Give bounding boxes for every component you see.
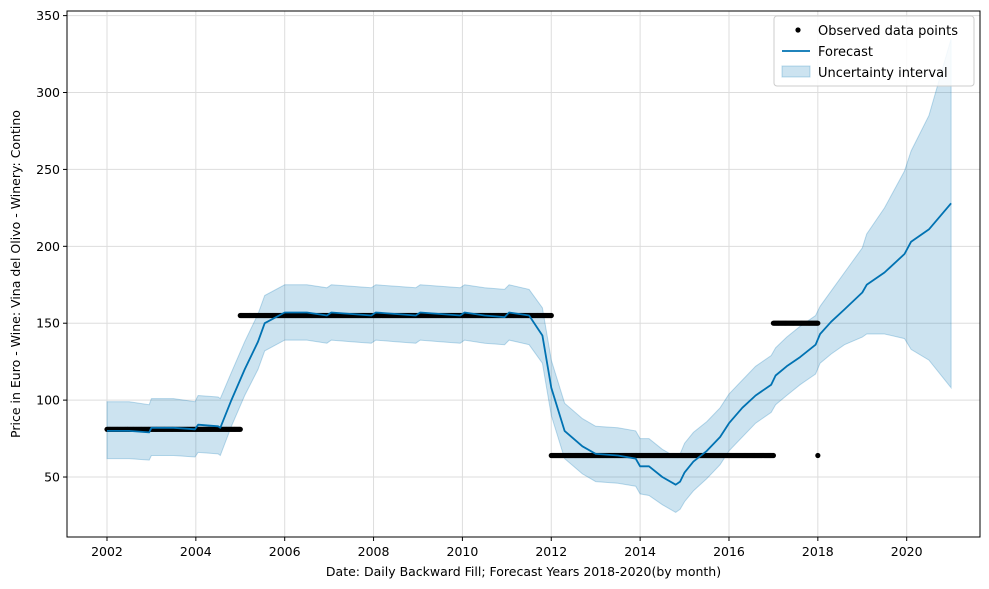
observed-point xyxy=(237,426,243,432)
observed-point xyxy=(815,320,821,326)
x-tick-label: 2006 xyxy=(269,544,301,559)
y-tick-label: 300 xyxy=(36,85,60,100)
legend-observed-marker xyxy=(795,27,801,33)
x-tick-label: 2010 xyxy=(447,544,479,559)
x-tick-label: 2008 xyxy=(358,544,390,559)
legend-band-marker xyxy=(781,65,811,78)
x-axis-label: Date: Daily Backward Fill; Forecast Year… xyxy=(326,564,721,579)
forecast-line xyxy=(107,202,952,486)
x-tick-label: 2004 xyxy=(180,544,212,559)
x-tick-label: 2018 xyxy=(802,544,834,559)
x-tick-label: 2020 xyxy=(891,544,923,559)
y-tick-label: 250 xyxy=(36,162,60,177)
y-axis-label: Price in Euro - Wine: Vina del Olivo - W… xyxy=(8,110,23,438)
y-tick-label: 200 xyxy=(36,239,60,254)
y-tick-label: 350 xyxy=(36,8,60,23)
y-axis-ticks: 50 100 150 200 250 300 350 xyxy=(36,8,67,485)
forecast-path xyxy=(107,202,952,486)
legend-box xyxy=(773,15,975,87)
uncertainty-band xyxy=(106,38,952,513)
uncertainty-band-area xyxy=(106,38,952,513)
legend: Observed data points Forecast Uncertaint… xyxy=(773,15,975,87)
observed-point xyxy=(815,452,821,459)
observed-point xyxy=(548,312,554,319)
grid xyxy=(67,11,980,537)
y-tick-label: 150 xyxy=(36,316,60,331)
legend-label-band: Uncertainty interval xyxy=(818,66,948,81)
y-tick-label: 50 xyxy=(44,470,60,485)
x-tick-label: 2012 xyxy=(535,544,567,559)
legend-label-observed: Observed data points xyxy=(818,24,958,39)
y-tick-label: 100 xyxy=(36,393,60,408)
x-tick-label: 2014 xyxy=(624,544,656,559)
x-axis-ticks: 2002 2004 2006 2008 2010 2012 2014 2016 2018 2020 xyxy=(91,537,923,559)
plot-frame xyxy=(66,10,981,538)
x-tick-label: 2002 xyxy=(91,544,123,559)
x-tick-label: 2016 xyxy=(713,544,745,559)
legend-label-forecast: Forecast xyxy=(818,45,873,60)
observed-point xyxy=(770,452,777,459)
